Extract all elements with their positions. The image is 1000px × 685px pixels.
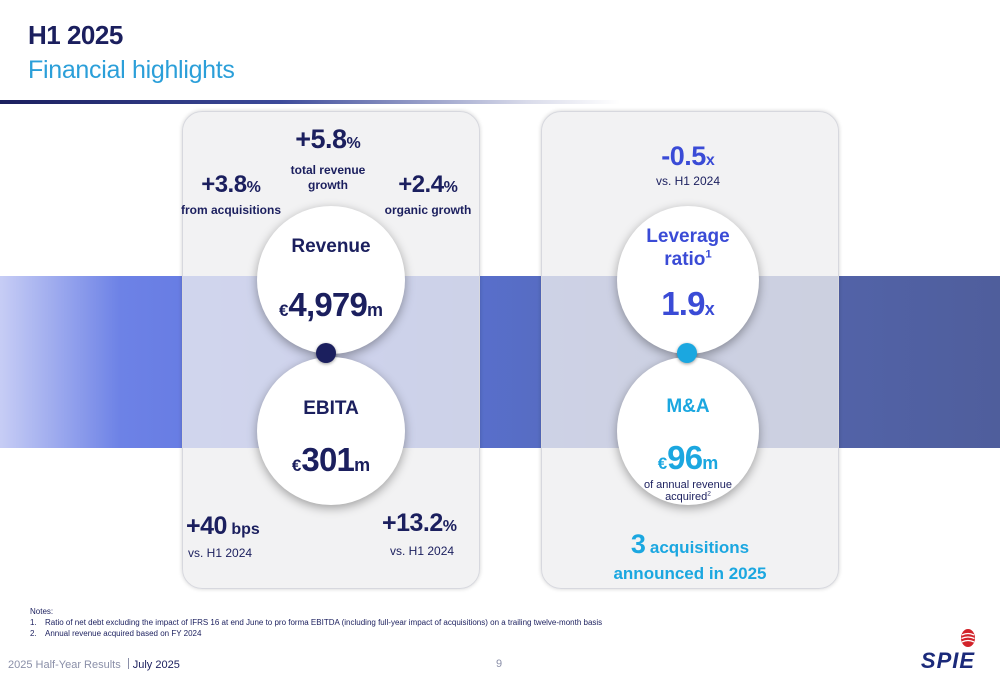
- ebita-margin-unit: bps: [231, 521, 260, 538]
- ma-circle: [617, 357, 759, 505]
- leverage-footnote-ref: 1: [705, 248, 712, 261]
- acquisitions-growth-value: +3.8: [201, 171, 247, 198]
- total-growth-metric: +5.8%: [278, 124, 378, 155]
- page-number: 9: [496, 658, 503, 670]
- ma-unit: m: [702, 453, 719, 473]
- revenue-amount: 4,979: [288, 286, 368, 323]
- footer-separator: [127, 658, 129, 669]
- acquisitions-count: 3: [630, 529, 646, 559]
- ebita-growth-metric: +13.2%: [382, 509, 476, 538]
- spie-logo: SPIE: [906, 628, 990, 673]
- leverage-value: 1.9x: [617, 285, 759, 323]
- ebita-margin-value: +40: [186, 512, 227, 540]
- note-1-number: 1.: [30, 618, 37, 627]
- revenue-value: €4,979m: [257, 286, 405, 324]
- ebita-unit: m: [354, 455, 371, 475]
- ma-caption-line2: acquired: [665, 491, 708, 503]
- ma-label: M&A: [666, 396, 710, 417]
- spie-logo-mark-icon: [961, 629, 975, 647]
- total-growth-value: +5.8: [295, 124, 347, 154]
- acquisitions-announced-line1: 3 acquisitions: [560, 529, 820, 560]
- total-growth-caption-line2: growth: [308, 178, 348, 192]
- total-growth-caption: total revenue growth: [278, 163, 378, 193]
- notes-heading: Notes:: [30, 607, 54, 616]
- leverage-circle: [617, 206, 759, 354]
- page-subtitle: Financial highlights: [28, 56, 235, 84]
- leverage-label: Leverage ratio1: [617, 225, 759, 271]
- note-1-text: Ratio of net debt excluding the impact o…: [45, 618, 603, 627]
- spie-logo-text: SPIE: [920, 648, 976, 673]
- note-1: 1. Ratio of net debt excluding the impact…: [30, 617, 602, 628]
- leverage-ma-connector-dot: [677, 343, 697, 363]
- acquisitions-growth-caption: from acquisitions: [180, 203, 281, 217]
- title-divider: [0, 100, 620, 104]
- acquisitions-text: acquisitions: [649, 538, 750, 557]
- ebita-growth-unit: %: [442, 518, 457, 535]
- leverage-amount: 1.9: [661, 285, 705, 322]
- ebita-amount: 301: [301, 441, 355, 478]
- ma-amount: 96: [667, 439, 703, 476]
- leverage-label-line1: Leverage: [646, 226, 730, 247]
- ebita-growth-caption: vs. H1 2024: [390, 544, 455, 558]
- footnotes: Notes: 1. Ratio of net debt excluding the…: [30, 606, 602, 639]
- ebita-margin-caption: vs. H1 2024: [188, 546, 253, 560]
- note-2: 2. Annual revenue acquired based on FY 20…: [30, 628, 602, 639]
- revenue-unit: m: [367, 300, 384, 320]
- acquisitions-growth-metric: +3.8%: [180, 171, 282, 199]
- total-growth-caption-line1: total revenue: [290, 163, 366, 177]
- ebita-value: €301m: [257, 441, 405, 479]
- leverage-change-value: -0.5: [661, 141, 706, 171]
- page-title: H1 2025: [28, 20, 123, 50]
- revenue-currency: €: [278, 301, 289, 320]
- ebita-growth-value: +13.2: [382, 509, 443, 537]
- acquisitions-announced-line2: announced in 2025: [613, 564, 767, 583]
- leverage-unit: x: [704, 299, 715, 319]
- ebita-currency: €: [291, 456, 302, 475]
- total-growth-unit: %: [346, 135, 361, 152]
- organic-growth-value: +2.4: [398, 171, 444, 198]
- leverage-change-caption: vs. H1 2024: [655, 174, 721, 188]
- ebita-label: EBITA: [303, 398, 359, 419]
- organic-growth-caption: organic growth: [384, 203, 472, 217]
- ma-caption-line1: of annual revenue: [643, 479, 733, 491]
- footer-date: July 2025: [132, 659, 180, 671]
- organic-growth-metric: +2.4%: [377, 171, 479, 199]
- footer-info: 2025 Half-Year Results July 2025: [8, 658, 180, 671]
- ebita-circle: [257, 357, 405, 505]
- revenue-ebita-connector-dot: [316, 343, 336, 363]
- leverage-label-line2-wrap: ratio1: [617, 248, 759, 271]
- note-2-text: Annual revenue acquired based on FY 2024: [45, 629, 202, 638]
- ma-caption-line2-wrap: acquired2: [617, 491, 759, 503]
- ebita-margin-metric: +40 bps: [186, 512, 292, 541]
- revenue-label: Revenue: [291, 236, 371, 257]
- leverage-label-line2: ratio: [664, 249, 706, 270]
- acquisitions-growth-unit: %: [246, 179, 261, 196]
- leverage-change-unit: x: [705, 152, 715, 169]
- leverage-change-metric: -0.5x: [617, 141, 759, 172]
- background-band: [0, 276, 1000, 448]
- ma-value: €96m: [617, 439, 759, 477]
- footer-event: 2025 Half-Year Results: [8, 659, 121, 671]
- revenue-circle: [257, 206, 405, 354]
- ma-caption: of annual revenue acquired2: [617, 479, 759, 503]
- organic-growth-unit: %: [443, 179, 458, 196]
- ma-footnote-ref: 2: [707, 490, 711, 498]
- note-2-number: 2.: [30, 629, 37, 638]
- ma-currency: €: [657, 454, 668, 473]
